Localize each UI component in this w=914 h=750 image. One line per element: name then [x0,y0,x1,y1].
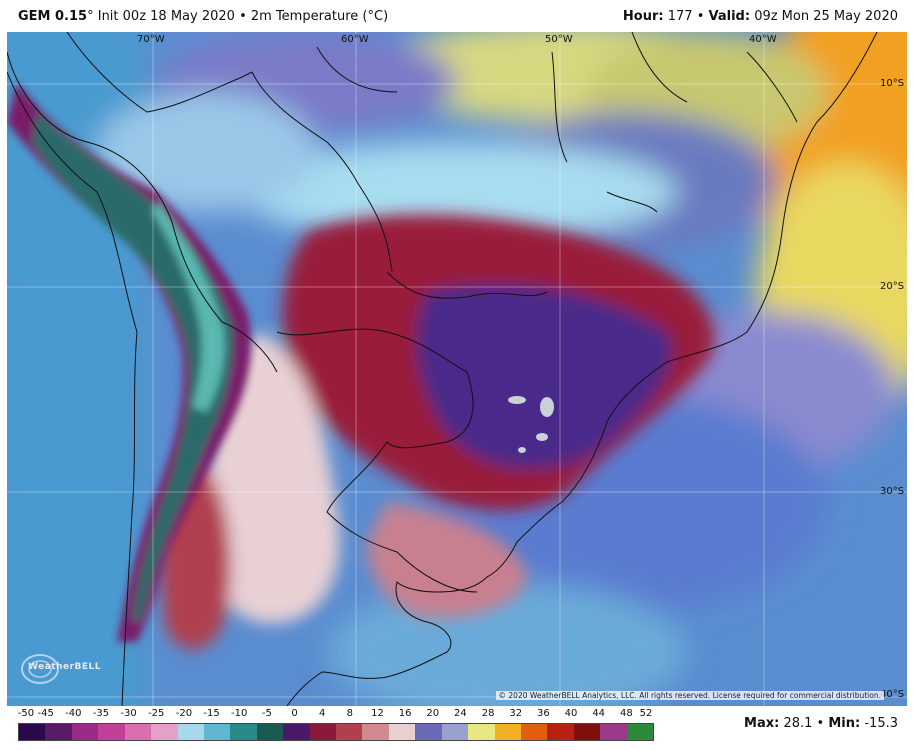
logo-text: WeatherBELL [28,662,102,672]
legend-swatch [362,724,389,740]
lon-label-40w: 40°W [749,34,777,45]
legend-tick: 0 [291,708,298,719]
legend-tick: -15 [203,708,220,719]
legend-swatch [388,724,416,740]
temperature-map: 70°W 60°W 50°W 40°W 10°S 20°S 30°S 40°S [7,32,907,706]
legend-swatch [203,724,231,740]
legend-tick: -30 [120,708,137,719]
legend-swatch [336,724,363,740]
max-min-readout: Max: 28.1 • Min: -15.3 [744,716,898,731]
copyright-notice: © 2020 WeatherBELL Analytics, LLC. All r… [495,691,884,700]
lon-label-60w: 60°W [341,34,369,45]
legend-swatch [177,724,204,740]
legend-tick: -5 [261,708,272,719]
legend-tick: 8 [346,708,353,719]
legend-swatch [45,724,72,740]
legend-swatch [547,724,574,740]
legend-tick: 4 [318,708,326,719]
legend-tick: -10 [231,708,248,719]
legend-tick: 52 [639,708,653,719]
lat-label-10s: 10°S [880,78,905,89]
valid-value: 09z Mon 25 May 2020 [754,9,898,24]
legend-tick: 28 [481,708,495,719]
lat-label-30s: 30°S [880,486,905,497]
max-label: Max: [744,716,780,731]
header-right: Hour: 177 • Valid: 09z Mon 25 May 2020 [623,9,898,24]
legend-tick: 16 [398,708,412,719]
hour-label: Hour: [622,9,664,24]
legend-swatch [494,724,522,740]
lat-label-20s: 20°S [880,281,905,292]
legend-tick: -40 [65,708,82,719]
header: GEM 0.15° Init 00z 18 May 2020 • 2m Temp… [0,0,914,32]
valid-label: Valid: [708,9,751,24]
legend-swatch [600,724,627,740]
header-left: GEM 0.15° Init 00z 18 May 2020 • 2m Temp… [18,9,388,24]
legend-swatch [415,724,442,740]
legend-tick: -25 [148,708,165,719]
legend-tick: -35 [92,708,110,719]
maxmin-separator: • [816,716,825,731]
lon-label-70w: 70°W [137,34,165,45]
color-legend: -50 -45 -40 -35 -30 -25 -20 -15 -10 -5 0 4 8 12 16 20 24… [18,708,654,746]
min-value: -15.3 [864,716,898,731]
legend-swatch [626,724,654,740]
hour-value: 177 [667,9,693,24]
legend-tick: 48 [619,708,633,719]
legend-swatch [151,724,178,740]
legend-tick: -45 [37,708,54,719]
legend-tick: 12 [371,708,384,719]
legend-swatch [98,724,125,740]
legend-swatch [19,724,46,740]
legend-tick: 24 [454,708,467,719]
legend-tick: 44 [592,708,606,719]
legend-tick: 36 [537,708,550,719]
legend-swatch [573,724,601,740]
init-time: Init 00z 18 May 2020 [97,9,235,24]
field-unit: °C) [367,9,389,24]
legend-swatch [309,724,337,740]
min-label: Min: [828,716,861,731]
legend-swatch [468,724,495,740]
field-name: 2m Temperature ( [250,9,368,24]
legend-swatch [124,724,152,740]
separator: • [239,9,247,24]
legend-swatch [256,724,284,740]
legend-swatch [71,724,99,740]
legend-tick: 32 [509,708,523,719]
legend-tick: 40 [564,708,578,719]
legend-swatch [283,724,310,740]
map-canvas [7,32,907,706]
legend-swatch [441,724,469,740]
legend-color-bar [18,723,654,741]
lat-label-40s: 40°S [880,689,905,700]
model-resolution-unit: ° [87,9,94,24]
max-value: 28.1 [783,716,813,731]
weatherbell-logo: WeatherBELL [18,650,102,688]
legend-tick: -50 [17,708,35,719]
lon-label-50w: 50°W [545,34,573,45]
legend-tick: -20 [175,708,193,719]
legend-swatch [521,724,548,740]
model-name: GEM 0.15 [18,9,88,24]
legend-swatch [230,724,257,740]
legend-tick: 20 [426,708,440,719]
separator-2: • [696,9,705,24]
